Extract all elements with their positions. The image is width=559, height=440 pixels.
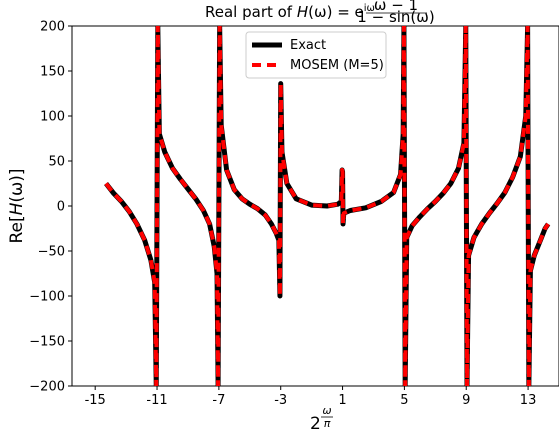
x-axis-label-exponent-num: ω (322, 404, 331, 417)
y-tick-label: 50 (48, 155, 65, 170)
y-tick-label: 0 (57, 200, 65, 215)
legend-label-mosem: MOSEM (M=5) (290, 58, 384, 73)
chart-title-fraction-numerator: ω − 1 (374, 0, 418, 14)
x-tick-label: 5 (400, 393, 408, 408)
y-axis: −200 −150 −100 −50 0 50 100 150 200 (29, 20, 72, 395)
x-tick-label: -3 (274, 393, 287, 408)
chart-title-fraction: ω − 1 1 − sin(ω) (357, 0, 434, 26)
series-line-mosem (104, 26, 550, 386)
series-layer (104, 26, 551, 386)
x-axis-label-exponent-den: π (324, 417, 331, 430)
x-tick-label: -7 (212, 393, 225, 408)
y-tick-label: 150 (40, 65, 65, 80)
x-tick-label: 13 (520, 393, 537, 408)
y-tick-label: −100 (29, 290, 65, 305)
series-line-exact (104, 26, 551, 386)
x-tick-label: -15 (85, 393, 106, 408)
x-tick-label: 9 (462, 393, 470, 408)
y-tick-label: 100 (40, 110, 65, 125)
y-tick-label: 200 (40, 20, 65, 35)
chart-title-fraction-denominator: 1 − sin(ω) (357, 8, 434, 26)
legend-label-exact: Exact (290, 38, 326, 53)
chart-title: Real part of H(ω) = eiω (205, 3, 375, 21)
y-tick-label: −200 (29, 380, 65, 395)
legend: Exact MOSEM (M=5) (245, 31, 387, 79)
y-tick-label: −150 (29, 335, 65, 350)
x-axis-label-base: 2 (310, 414, 321, 434)
x-tick-label: 1 (338, 393, 346, 408)
x-tick-label: -11 (146, 393, 167, 408)
y-tick-label: −50 (38, 245, 65, 260)
x-axis: -15 -11 -7 -3 1 5 9 13 (85, 386, 537, 408)
x-axis-label: 2 ω π (310, 404, 333, 434)
y-axis-label: Re[H(ω)] (7, 168, 27, 243)
